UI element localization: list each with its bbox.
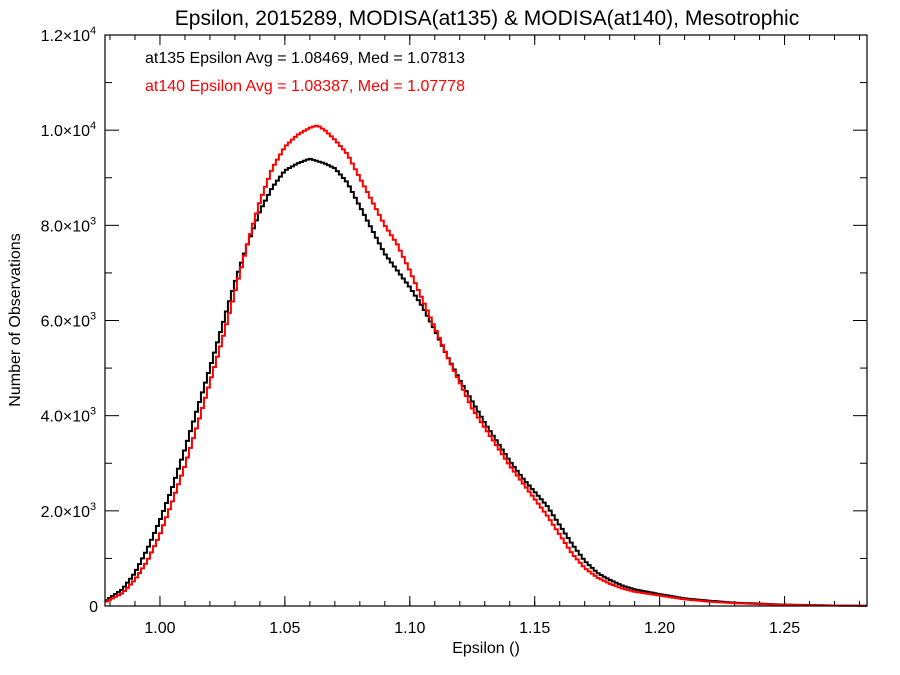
y-tick-label: 0: [89, 599, 98, 616]
y-tick-label: 8.0×10: [41, 218, 90, 235]
series-at140-line: [105, 124, 868, 607]
x-tick-label: 1.25: [769, 620, 800, 637]
y-tick-exponent: 4: [90, 25, 96, 37]
y-tick-exponent: 3: [90, 406, 96, 418]
y-tick-label: 1.2×10: [41, 28, 90, 45]
annotation-at135: at135 Epsilon Avg = 1.08469, Med = 1.078…: [145, 50, 465, 67]
y-tick-label: 4.0×10: [41, 409, 90, 426]
y-tick-mantissa: 1.2×10: [41, 28, 90, 45]
y-tick-mantissa: 6.0×10: [41, 314, 90, 331]
y-tick-mantissa: 8.0×10: [41, 218, 90, 235]
x-tick-label: 1.10: [394, 620, 425, 637]
annotation-at140: at140 Epsilon Avg = 1.08387, Med = 1.077…: [145, 78, 465, 95]
y-tick-exponent: 3: [90, 501, 96, 513]
y-tick-label: 6.0×10: [41, 314, 90, 331]
x-tick-label: 1.00: [144, 620, 175, 637]
plot-frame: [104, 34, 868, 607]
y-tick-mantissa: 1.0×10: [41, 123, 90, 140]
y-tick-exponent: 3: [90, 215, 96, 227]
series-at135-line: [105, 157, 868, 607]
y-tick-exponent: 4: [90, 120, 96, 132]
y-tick-label: 1.0×10: [41, 123, 90, 140]
y-tick-mantissa: 4.0×10: [41, 409, 90, 426]
y-tick-mantissa: 2.0×10: [41, 504, 90, 521]
y-axis-label: Number of Observations: [7, 233, 24, 406]
y-tick-label: 2.0×10: [41, 504, 90, 521]
x-axis-label: Epsilon (): [452, 640, 520, 657]
x-tick-label: 1.20: [644, 620, 675, 637]
x-tick-label: 1.05: [269, 620, 300, 637]
x-tick-label: 1.15: [519, 620, 550, 637]
chart-title: Epsilon, 2015289, MODISA(at135) & MODISA…: [175, 7, 799, 30]
y-tick-mantissa: 0: [89, 599, 98, 616]
y-tick-exponent: 3: [90, 311, 96, 323]
series-lines: [105, 124, 868, 607]
